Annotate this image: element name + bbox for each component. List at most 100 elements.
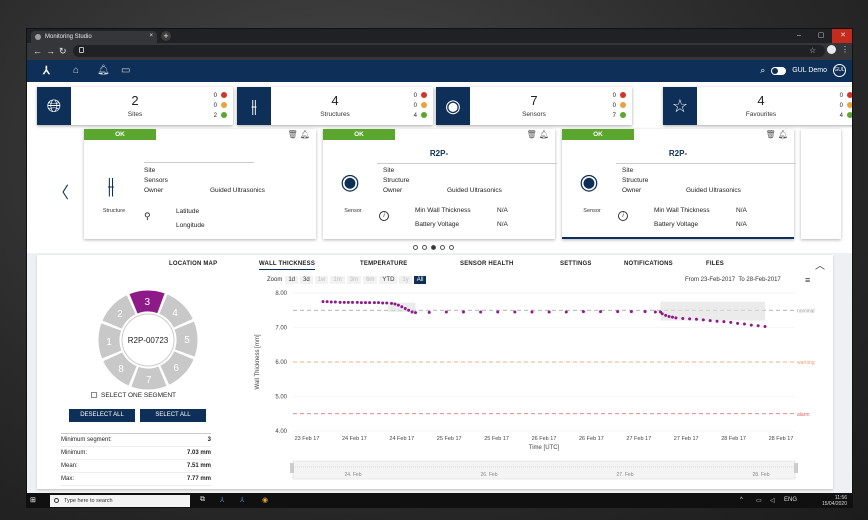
app-icon[interactable]: ⅄ — [240, 497, 245, 504]
taskbar-search[interactable]: Type here to search — [50, 495, 190, 507]
to-label: To — [738, 277, 745, 283]
to-date-input[interactable]: 28-Feb-2017 — [746, 277, 781, 283]
x-tick-label: 24 Feb 17 — [389, 436, 414, 442]
info-icon: i — [618, 211, 628, 221]
carousel-prev-icon[interactable]: 〈 — [53, 185, 70, 202]
trash-icon[interactable]: 🗑︎ — [526, 130, 537, 139]
data-point — [664, 313, 668, 317]
y-tick-label: 5.00 — [275, 395, 287, 401]
sensor-card-selected[interactable]: OK 🗑︎ 🔔︎ R2P- ◉ Sensor Site Structure Ow… — [562, 129, 796, 239]
segment-3[interactable] — [128, 289, 166, 315]
trash-icon[interactable]: 🗑︎ — [765, 130, 776, 139]
bell-icon[interactable]: 🔔︎ — [299, 130, 310, 139]
pager-dot[interactable] — [440, 245, 445, 250]
navigator[interactable] — [292, 460, 796, 480]
bell-icon[interactable]: 🔔︎ — [97, 65, 110, 76]
pager-dot[interactable] — [413, 245, 418, 250]
browser-tab[interactable]: Monitoring Studio × — [31, 31, 157, 43]
wall-thickness-chart: 8.00 7.00 6.00 5.00 4.00 Wall Thickness [mm] 2… — [255, 291, 815, 480]
account-icon[interactable] — [827, 45, 836, 54]
zoom-ytd-button[interactable]: YTD — [379, 276, 398, 284]
pager-dot[interactable] — [422, 245, 427, 250]
navigator-handle-left[interactable] — [290, 463, 294, 473]
forward-icon[interactable]: → — [46, 46, 55, 56]
avatar[interactable]: GUL — [833, 64, 846, 77]
tab-location-map[interactable]: LOCATION MAP — [169, 261, 218, 267]
select-one-checkbox[interactable]: SELECT ONE SEGMENT — [91, 392, 176, 399]
pager-dot[interactable] — [449, 245, 454, 250]
chart-menu-icon[interactable]: ≡ — [805, 275, 811, 285]
summary-card-structures[interactable]: ⫲ 4 Structures 0 0 4 — [237, 87, 433, 125]
select-all-button[interactable]: SELECT ALL — [140, 409, 206, 422]
stats-row: Mean: 7.51 mm — [61, 460, 211, 473]
data-point — [756, 324, 760, 328]
home-icon[interactable]: ⌂ — [73, 65, 80, 76]
bookmark-star-icon[interactable]: ☆ — [809, 46, 817, 55]
task-view-icon[interactable]: ⧉ — [200, 496, 205, 503]
next-card-partial[interactable] — [801, 129, 841, 239]
chrome-icon[interactable]: ◉ — [262, 497, 269, 504]
windows-start-icon[interactable]: ⊞ — [30, 497, 36, 504]
reload-icon[interactable]: ↻ — [59, 46, 67, 56]
zoom-3d-button[interactable]: 3d — [300, 276, 313, 284]
maximize-button[interactable]: ▢ — [817, 32, 825, 39]
app-icon[interactable]: ⅄ — [220, 497, 225, 504]
zoom-1d-button[interactable]: 1d — [285, 276, 299, 284]
segment-2[interactable] — [101, 293, 137, 330]
red-count: 0 — [612, 93, 616, 99]
from-date-input[interactable]: 23-Feb-2017 — [700, 277, 736, 283]
summary-card-favourites[interactable]: ☆ 4 Favourites 0 0 4 — [663, 87, 852, 125]
tab-files[interactable]: FILES — [706, 261, 725, 267]
bell-icon[interactable]: 🔔︎ — [777, 130, 788, 139]
bell-icon[interactable]: 🔔︎ — [538, 130, 549, 139]
url-field[interactable] — [73, 45, 825, 57]
browser-window: Monitoring Studio × + – ▢ ✕ ← → ↻ ☆ ⋮ ⅄ … — [26, 28, 853, 494]
segment-8[interactable] — [101, 351, 138, 387]
lang-indicator[interactable]: ENG — [784, 497, 798, 503]
zoom-1y-button[interactable]: 1y — [399, 276, 412, 284]
tray-chevron-icon[interactable]: ^ — [740, 497, 743, 503]
tab-settings[interactable]: SETTINGS — [560, 261, 592, 267]
app-logo[interactable]: ⅄ — [43, 65, 50, 77]
segment-4[interactable] — [158, 293, 195, 329]
zoom-1m-button[interactable]: 1m — [330, 276, 345, 284]
close-window-button[interactable]: ✕ — [832, 29, 852, 43]
deselect-all-button[interactable]: DESELECT ALL — [69, 409, 135, 422]
new-tab-button[interactable]: + — [161, 31, 171, 41]
pager-dot-active[interactable] — [431, 245, 436, 250]
summary-card-sensors[interactable]: ◉ 7 Sensors 0 0 7 — [436, 87, 632, 125]
zoom-3m-button[interactable]: 3m — [346, 276, 362, 284]
close-tab-icon[interactable]: × — [149, 33, 153, 39]
back-icon[interactable]: ← — [33, 46, 42, 56]
tab-temperature[interactable]: TEMPERATURE — [360, 261, 408, 267]
structure-card[interactable]: OK 🗑︎ 🔔︎ ⫲ Structure Site Sensors Owner … — [84, 129, 316, 239]
navigator-handle-right[interactable] — [794, 463, 798, 473]
tab-notifications[interactable]: NOTIFICATIONS — [624, 261, 673, 267]
segment-6[interactable] — [159, 350, 195, 387]
zoom-1w-button[interactable]: 1w — [314, 276, 329, 284]
segment-7[interactable] — [130, 365, 168, 391]
clock[interactable]: 11:56 15/04/2020 — [822, 495, 847, 507]
network-icon[interactable]: ▭ — [756, 498, 762, 504]
zoom-all-button[interactable]: All — [413, 276, 427, 284]
data-point — [368, 301, 372, 305]
chat-icon[interactable]: ▭ — [121, 65, 131, 76]
collapse-icon[interactable]: ︿ — [815, 261, 825, 272]
trash-icon[interactable]: 🗑︎ — [287, 130, 298, 139]
browser-menu-icon[interactable]: ⋮ — [841, 45, 849, 54]
segment-5[interactable] — [173, 320, 199, 358]
x-axis-label: Time [UTC] — [529, 445, 560, 451]
sensor-card[interactable]: OK 🗑︎ 🔔︎ R2P- ◉ Sensor Site Structure Ow… — [323, 129, 557, 239]
data-point — [427, 310, 431, 314]
summary-card-sites[interactable]: 🌐︎ 2 Sites 0 0 2 — [37, 87, 233, 125]
tab-sensor-health[interactable]: SENSOR HEALTH — [460, 261, 514, 267]
tab-wall-thickness[interactable]: WALL THICKNESS — [259, 261, 316, 270]
search-icon[interactable]: ⌕ — [760, 65, 766, 75]
checkbox[interactable] — [91, 392, 97, 398]
zoom-6m-button[interactable]: 6m — [363, 276, 378, 284]
date: 15/04/2020 — [821, 501, 847, 507]
minimize-button[interactable]: – — [797, 32, 801, 39]
theme-toggle[interactable] — [771, 66, 787, 75]
volume-icon[interactable]: ◁ — [770, 498, 775, 504]
segment-1[interactable] — [97, 322, 123, 360]
